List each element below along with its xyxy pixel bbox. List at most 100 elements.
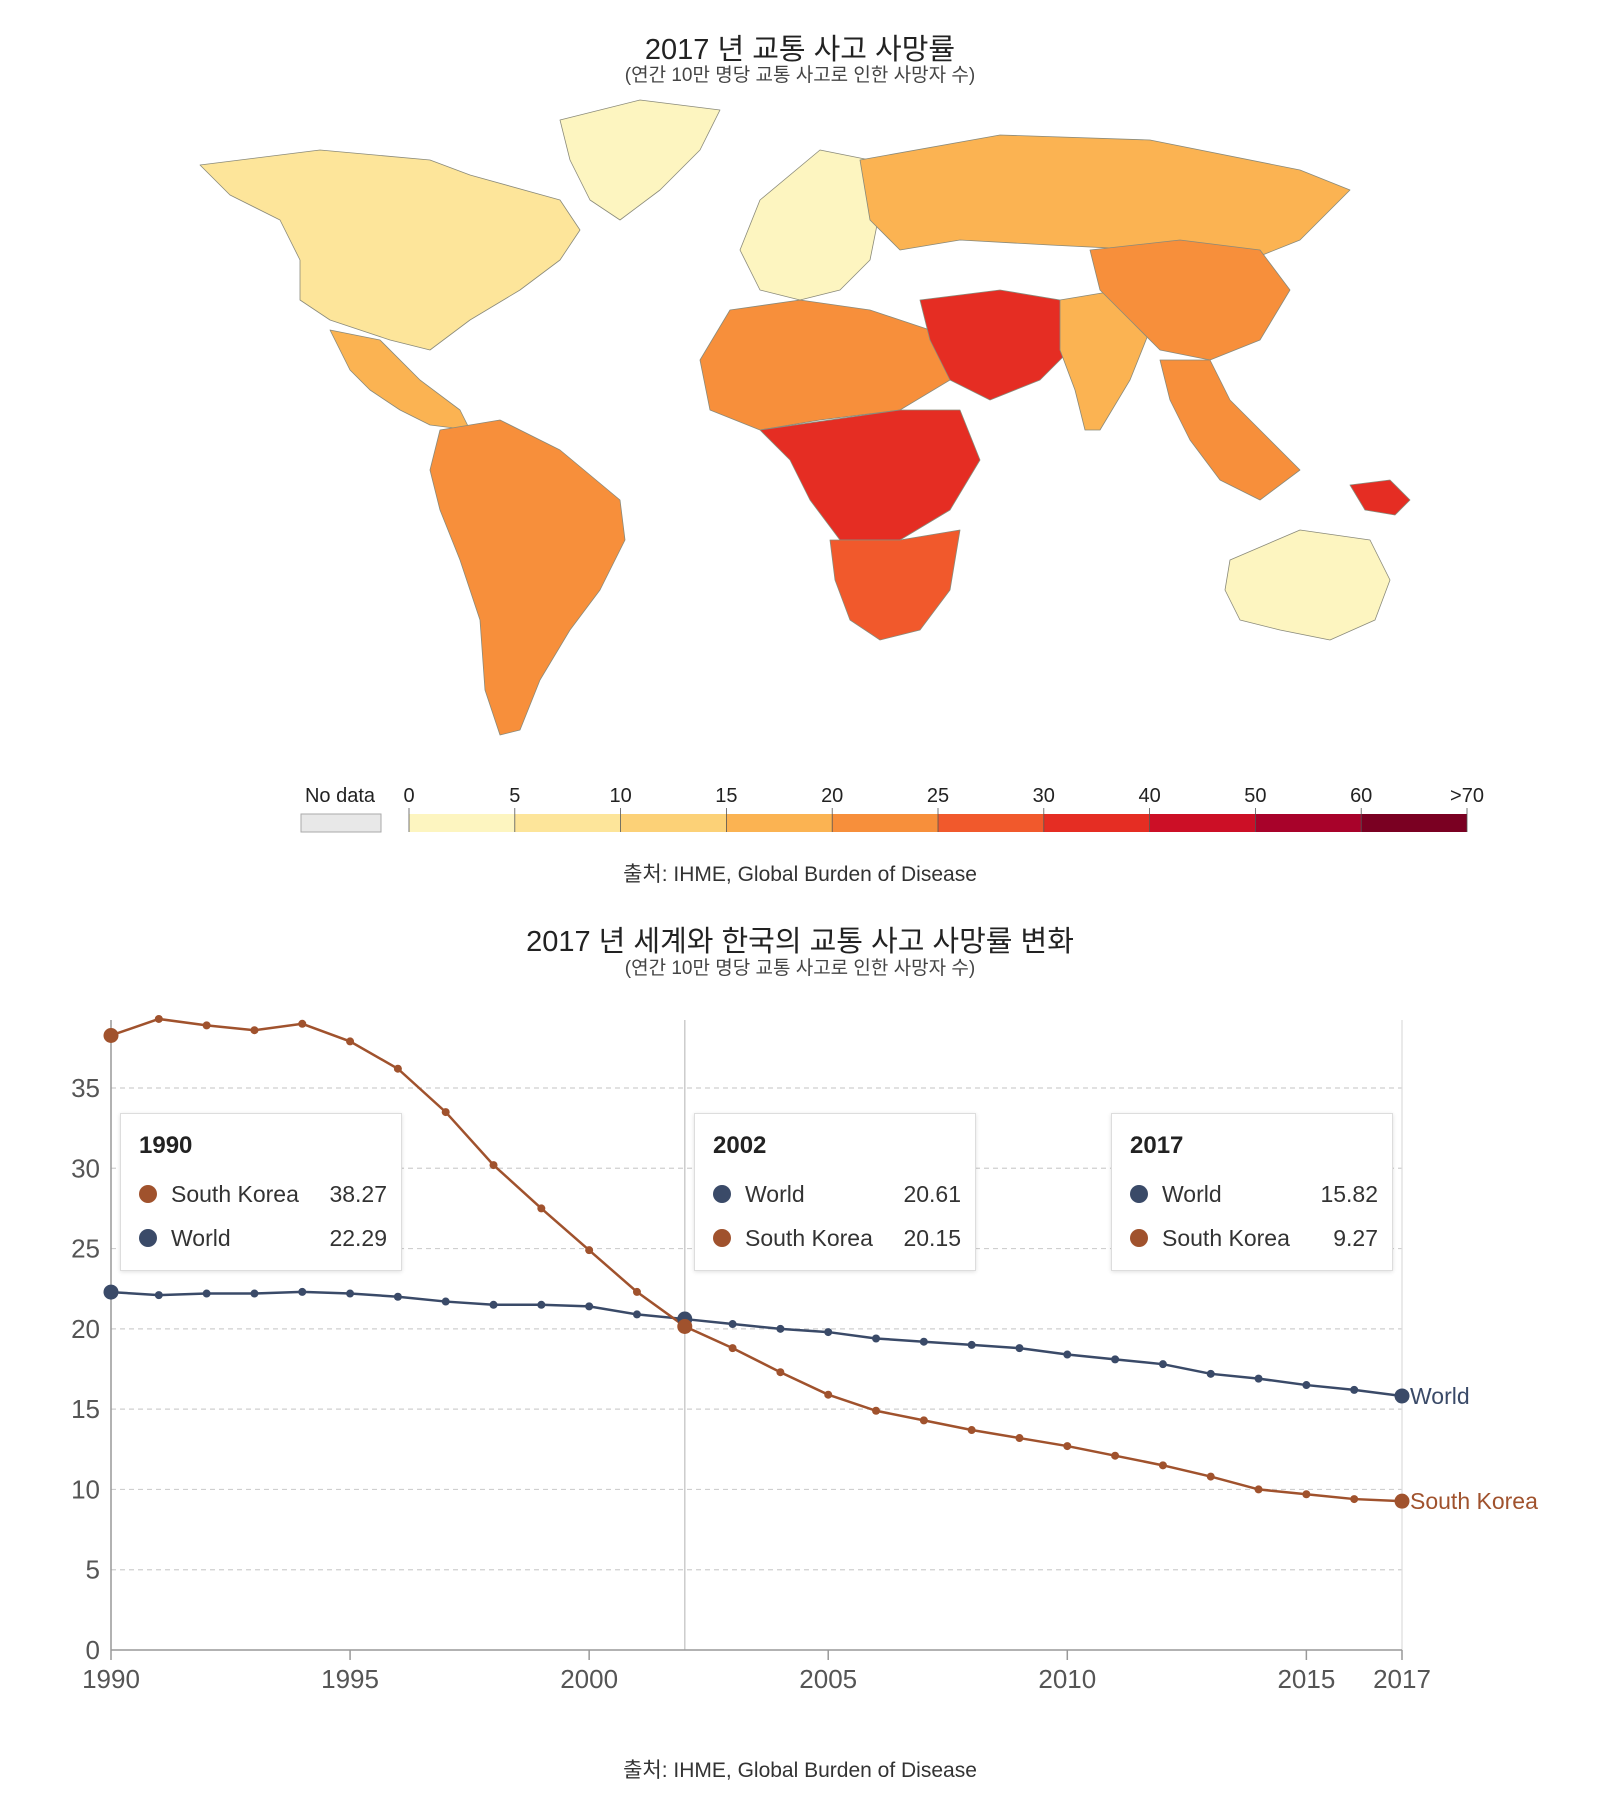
data-point[interactable]	[677, 1318, 693, 1334]
legend-swatch	[620, 814, 727, 832]
data-point[interactable]	[776, 1324, 785, 1333]
data-point[interactable]	[346, 1289, 355, 1298]
data-point[interactable]	[103, 1284, 119, 1300]
tooltip-year: 1990	[139, 1132, 193, 1159]
data-point[interactable]	[1350, 1385, 1359, 1394]
region-southern-africa[interactable]	[829, 529, 961, 641]
data-point[interactable]	[489, 1161, 498, 1170]
data-point[interactable]	[154, 1291, 163, 1300]
data-point[interactable]	[585, 1302, 594, 1311]
legend-swatch	[726, 814, 833, 832]
x-tick-label: 2000	[560, 1664, 618, 1694]
data-point[interactable]	[537, 1300, 546, 1309]
legend-tick-label: >70	[1450, 785, 1484, 807]
data-point[interactable]	[1111, 1451, 1120, 1460]
data-point[interactable]	[585, 1246, 594, 1255]
data-point[interactable]	[1302, 1490, 1311, 1499]
region-australia[interactable]	[1224, 529, 1391, 641]
series-line-south-korea	[110, 1017, 1403, 1503]
data-point[interactable]	[1111, 1355, 1120, 1364]
data-point[interactable]	[919, 1416, 928, 1425]
chart-source: 출처: IHME, Global Burden of Disease	[623, 1759, 977, 1782]
region-southeast-asia[interactable]	[1159, 359, 1301, 501]
legend-swatch	[832, 814, 938, 832]
tooltip-series-name: South Korea	[171, 1180, 299, 1207]
data-point[interactable]	[441, 1297, 450, 1306]
x-tick-label: 2017	[1373, 1664, 1431, 1694]
data-point[interactable]	[393, 1064, 402, 1073]
data-point[interactable]	[441, 1108, 450, 1117]
data-point[interactable]	[872, 1406, 881, 1415]
legend-tick-label: 25	[927, 785, 949, 807]
tooltip-row: World 20.61	[713, 1172, 961, 1216]
region-central-america[interactable]	[329, 329, 471, 431]
data-point[interactable]	[1302, 1381, 1311, 1390]
x-tick-label: 1990	[82, 1664, 140, 1694]
y-tick-label: 25	[71, 1234, 100, 1264]
region-central-africa[interactable]	[759, 409, 981, 541]
data-point[interactable]	[1254, 1485, 1263, 1494]
tooltip-row: South Korea 20.15	[713, 1216, 961, 1260]
y-tick-label: 35	[71, 1073, 100, 1103]
region-china[interactable]	[1089, 239, 1291, 361]
data-point[interactable]	[393, 1292, 402, 1301]
data-point[interactable]	[1254, 1374, 1263, 1383]
legend-dot	[1130, 1185, 1148, 1203]
data-point[interactable]	[1015, 1434, 1024, 1443]
data-point[interactable]	[632, 1310, 641, 1319]
region-middle-east[interactable]	[919, 289, 1081, 401]
series-end-label: World	[1410, 1383, 1470, 1409]
data-point[interactable]	[919, 1337, 928, 1346]
data-point[interactable]	[489, 1300, 498, 1309]
chart-subtitle: (연간 10만 명당 교통 사고로 인한 사망자 수)	[624, 958, 976, 979]
tooltip-value: 20.61	[903, 1180, 961, 1207]
tooltip-1990: 1990 South Korea 38.27 World 22.29	[120, 1113, 402, 1271]
data-point[interactable]	[776, 1368, 785, 1377]
series-end-label: South Korea	[1410, 1488, 1538, 1514]
legend-swatch	[514, 814, 621, 832]
tooltip-series-name: World	[171, 1224, 231, 1251]
data-point[interactable]	[967, 1426, 976, 1435]
data-point[interactable]	[824, 1390, 833, 1399]
tooltip-value: 9.27	[1333, 1224, 1378, 1251]
data-point[interactable]	[1350, 1495, 1359, 1504]
legend-dot	[1130, 1229, 1148, 1247]
data-point[interactable]	[1206, 1369, 1215, 1378]
data-point[interactable]	[346, 1037, 355, 1046]
legend-swatch	[938, 814, 1044, 832]
region-papua-new-guinea[interactable]	[1349, 479, 1411, 516]
data-point[interactable]	[537, 1204, 546, 1213]
data-point[interactable]	[1015, 1344, 1024, 1353]
data-point[interactable]	[202, 1289, 211, 1298]
legend-swatch	[1361, 814, 1467, 832]
data-point[interactable]	[1158, 1360, 1167, 1369]
data-point[interactable]	[154, 1014, 163, 1023]
data-point[interactable]	[824, 1328, 833, 1337]
data-point[interactable]	[1394, 1388, 1410, 1404]
data-point[interactable]	[298, 1287, 307, 1296]
region-south-america[interactable]	[429, 419, 626, 736]
data-point[interactable]	[1394, 1493, 1410, 1509]
region-north-america[interactable]	[199, 149, 581, 351]
data-point[interactable]	[250, 1026, 259, 1035]
data-point[interactable]	[1063, 1350, 1072, 1359]
tooltip-value: 38.27	[329, 1180, 387, 1207]
legend-tick-label: 15	[715, 785, 737, 807]
y-tick-label: 30	[71, 1153, 100, 1183]
data-point[interactable]	[728, 1344, 737, 1353]
data-point[interactable]	[728, 1320, 737, 1329]
y-tick-label: 5	[86, 1555, 100, 1585]
data-point[interactable]	[1063, 1442, 1072, 1451]
region-europe[interactable]	[739, 149, 881, 301]
region-greenland[interactable]	[559, 99, 721, 221]
legend-swatch	[1255, 814, 1362, 832]
data-point[interactable]	[1206, 1472, 1215, 1481]
data-point[interactable]	[872, 1334, 881, 1343]
data-point[interactable]	[250, 1289, 259, 1298]
data-point[interactable]	[103, 1027, 119, 1043]
data-point[interactable]	[632, 1287, 641, 1296]
data-point[interactable]	[298, 1019, 307, 1028]
data-point[interactable]	[967, 1340, 976, 1349]
data-point[interactable]	[1158, 1461, 1167, 1470]
data-point[interactable]	[202, 1021, 211, 1030]
